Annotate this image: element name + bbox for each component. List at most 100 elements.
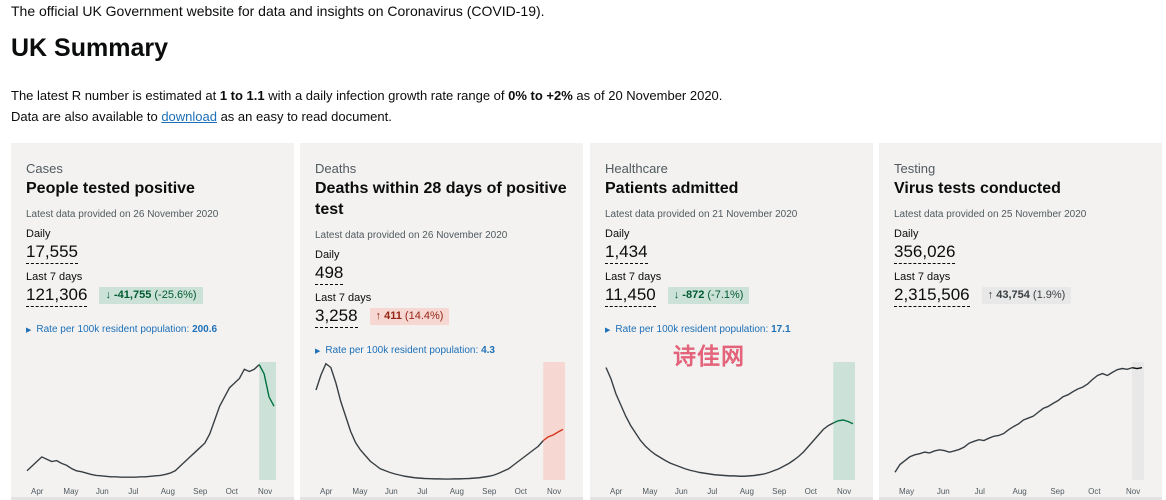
change-badge: ↓ -41,755 (-25.6%) [99, 287, 203, 304]
week-label: Last 7 days [605, 271, 662, 283]
series-line-latest [258, 364, 275, 407]
latest-date: Latest data provided on 25 November 2020 [894, 209, 1087, 220]
daily-label: Daily [315, 249, 340, 261]
series-line-latest [832, 419, 854, 425]
rate-value: 17.1 [771, 324, 791, 335]
daily-label: Daily [894, 228, 919, 240]
series-line-latest [1132, 367, 1143, 370]
card-title[interactable]: Virus tests conducted [894, 180, 1061, 197]
change-badge: ↑ 43,754 (1.9%) [981, 287, 1072, 304]
r-number-line: The latest R number is estimated at 1 to… [11, 88, 722, 103]
latest-date: Latest data provided on 26 November 2020 [315, 230, 508, 241]
download-line-pre: Data are also available to [11, 109, 162, 124]
month-tick-label: May [642, 487, 657, 496]
sparkline-svg: May Jun Jul Aug Sep Oct Nov [894, 362, 1144, 496]
download-line: Data are also available to download as a… [11, 109, 392, 124]
sparkline-svg: Apr May Jun Jul Aug Sep Oct Nov [26, 362, 276, 496]
r-line-pre: The latest R number is estimated at [11, 88, 220, 103]
latest-date: Latest data provided on 26 November 2020 [26, 209, 219, 220]
card-title[interactable]: Deaths within 28 days of positive test [315, 180, 567, 218]
month-tick-label: Jun [96, 487, 109, 496]
month-tick-label: Oct [1088, 487, 1101, 496]
triangle-right-icon: ▶ [315, 348, 321, 355]
change-pct: (-25.6%) [154, 289, 197, 301]
card-title[interactable]: People tested positive [26, 180, 195, 197]
week-label: Last 7 days [315, 292, 372, 304]
month-tick-label: Apr [610, 487, 623, 496]
month-tick-label: Apr [320, 487, 333, 496]
growth-range: 0% to +2% [508, 88, 573, 103]
rate-label: Rate per 100k resident population: [36, 324, 190, 335]
daily-value[interactable]: 356,026 [894, 242, 956, 264]
download-link[interactable]: download [161, 109, 217, 124]
sparkline-chart: Apr May Jun Jul Aug Sep Oct Nov [602, 352, 861, 497]
rate-toggle[interactable]: ▶ Rate per 100k resident population: 200.… [26, 324, 279, 335]
month-tick-label: Jul [975, 487, 985, 496]
rate-toggle[interactable]: ▶ Rate per 100k resident population: 17.1 [605, 324, 858, 335]
month-tick-label: Jun [675, 487, 688, 496]
month-tick-label: Sep [772, 487, 787, 496]
change-badge: ↑ 411 (14.4%) [369, 308, 450, 325]
daily-value[interactable]: 498 [315, 263, 344, 285]
month-tick-label: Jul [707, 487, 717, 496]
daily-value[interactable]: 17,555 [26, 242, 78, 264]
change-pct: (1.9%) [1032, 289, 1066, 301]
sparkline-svg: Apr May Jun Jul Aug Sep Oct Nov [315, 362, 565, 496]
sparkline-chart: May Jun Jul Aug Sep Oct Nov [891, 352, 1150, 497]
sparkline-chart: Apr May Jun Jul Aug Sep Oct Nov [23, 352, 282, 497]
rate-value: 200.6 [192, 324, 218, 335]
series-line [894, 367, 1133, 473]
month-tick-label: Apr [31, 487, 44, 496]
r-line-mid: with a daily infection growth rate range… [264, 88, 509, 103]
rate-toggle[interactable]: ▶ Rate per 100k resident population: 4.3 [315, 345, 568, 356]
change-badge: ↓ -872 (-7.1%) [667, 287, 750, 304]
highlight-band [543, 362, 565, 480]
arrow-up-icon: ↑ [987, 289, 994, 301]
page-title: UK Summary [11, 34, 168, 62]
intro-text: The official UK Government website for d… [11, 3, 545, 19]
card-category: Deaths [315, 161, 357, 176]
card-category: Testing [894, 161, 936, 176]
rate-label: Rate per 100k resident population: [615, 324, 769, 335]
month-tick-label: Sep [193, 487, 208, 496]
card-title[interactable]: Patients admitted [605, 180, 739, 197]
week-value[interactable]: 3,258 [315, 306, 358, 328]
month-tick-label: May [899, 487, 914, 496]
month-tick-label: Nov [547, 487, 561, 496]
series-line [26, 364, 260, 478]
sparkline-svg: Apr May Jun Jul Aug Sep Oct Nov [605, 362, 855, 496]
r-line-post: as of 20 November 2020. [572, 88, 723, 103]
series-line-latest [542, 428, 564, 442]
month-tick-label: Jul [128, 487, 138, 496]
card-testing: Testing Virus tests conducted Latest dat… [879, 143, 1162, 500]
month-tick-label: Aug [161, 487, 175, 496]
r-range: 1 to 1.1 [219, 88, 265, 103]
daily-label: Daily [26, 228, 51, 240]
series-line [605, 367, 834, 477]
latest-date: Latest data provided on 21 November 2020 [605, 209, 798, 220]
week-label: Last 7 days [26, 271, 83, 283]
month-tick-label: Nov [837, 487, 851, 496]
change-value: 411 [384, 310, 402, 322]
month-tick-label: Aug [450, 487, 464, 496]
change-value: 43,754 [996, 289, 1030, 301]
month-tick-label: Aug [740, 487, 754, 496]
triangle-right-icon: ▶ [26, 327, 32, 334]
month-tick-label: Oct [805, 487, 818, 496]
week-value[interactable]: 121,306 [26, 285, 88, 307]
week-value[interactable]: 2,315,506 [894, 285, 970, 307]
card-cases: Cases People tested positive Latest data… [11, 143, 294, 500]
month-tick-label: May [352, 487, 367, 496]
card-deaths: Deaths Deaths within 28 days of positive… [300, 143, 583, 500]
arrow-down-icon: ↓ [105, 289, 111, 301]
daily-value[interactable]: 1,434 [605, 242, 648, 264]
month-tick-label: May [63, 487, 78, 496]
change-value: -872 [682, 289, 705, 301]
change-value: -41,755 [114, 289, 152, 301]
arrow-down-icon: ↓ [673, 289, 680, 301]
triangle-right-icon: ▶ [605, 327, 611, 334]
series-line [315, 362, 544, 480]
watermark: 诗佳网 [673, 343, 745, 369]
highlight-band [1132, 362, 1144, 480]
week-value[interactable]: 11,450 [605, 285, 656, 307]
